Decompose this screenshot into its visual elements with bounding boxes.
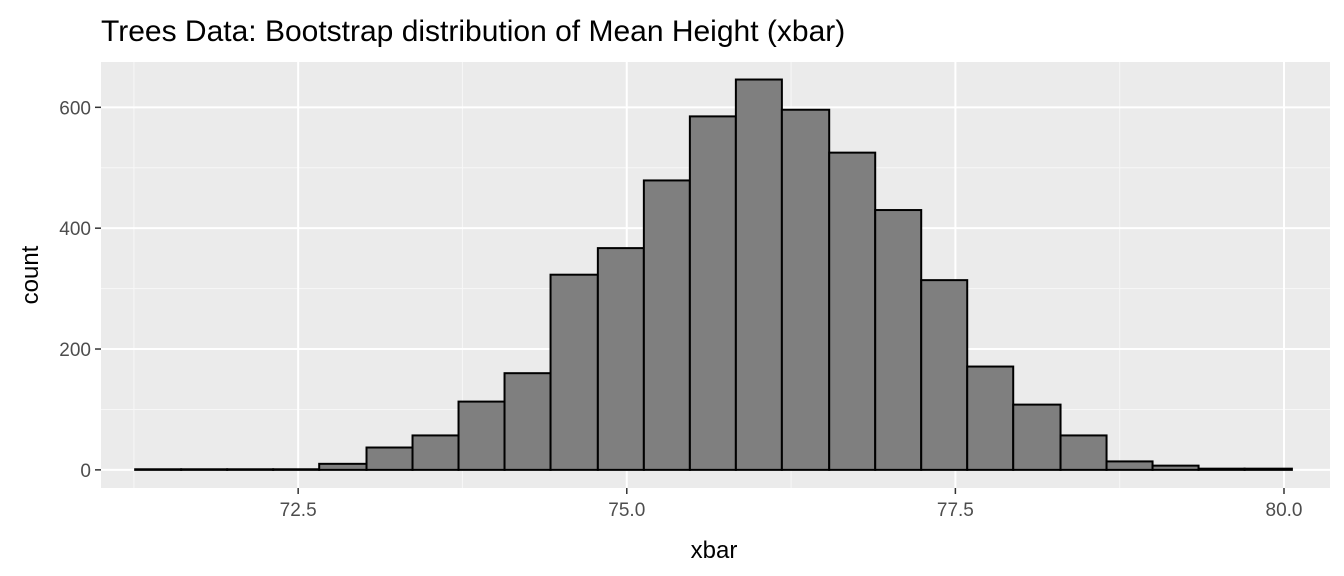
histogram-bar [1243,467,1293,471]
histogram-bar [1105,460,1154,471]
histogram-bar [688,115,737,471]
y-tick-label: 200 [59,340,91,361]
histogram-bar [503,372,552,471]
histogram-bar [596,247,645,471]
histogram-bars [134,78,1293,471]
histogram-bar [828,151,877,471]
histogram-bar [642,179,691,471]
y-axis: 0 200 400 600 [59,98,101,482]
y-axis-title: count [17,245,44,304]
histogram-bar [365,446,414,471]
y-tick-label: 600 [59,98,91,119]
histogram-bar [318,462,368,471]
histogram-bar [549,273,599,471]
x-axis-title: xbar [691,537,738,564]
x-tick-label: 80.0 [1266,500,1303,521]
y-tick-label: 400 [59,219,91,240]
histogram-bar [780,108,831,471]
histogram-bar [874,209,923,471]
histogram-bar [411,434,460,471]
histogram-bar [180,468,229,471]
x-tick-label: 77.5 [937,500,974,521]
y-tick-label: 0 [80,461,91,482]
histogram-bar [1012,403,1062,471]
histogram-bar [1151,464,1200,471]
x-tick-label: 72.5 [280,500,317,521]
x-tick-label: 75.0 [608,500,645,521]
histogram-bar [734,78,783,471]
x-axis: 72.5 75.0 77.5 80.0 [280,488,1303,521]
histogram-bar [226,468,275,471]
histogram-bar [1197,467,1246,471]
histogram-bar [966,365,1015,471]
chart-title: Trees Data: Bootstrap distribution of Me… [101,15,845,48]
histogram-bar [920,279,969,471]
histogram-bar [134,468,183,471]
histogram-bar [1059,434,1108,471]
histogram-bar [457,400,506,471]
histogram-bar [272,468,321,471]
